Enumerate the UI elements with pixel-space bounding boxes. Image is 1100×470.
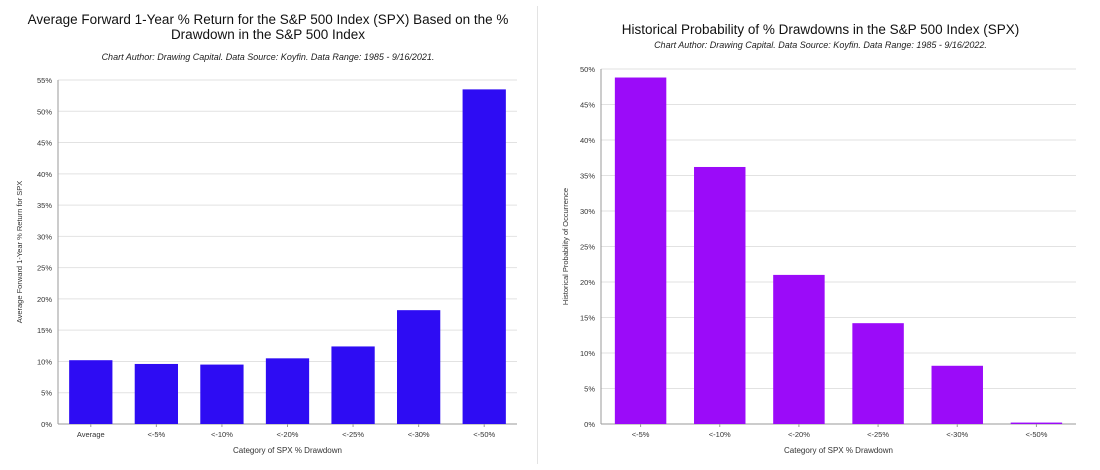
- y-tick-label: 20%: [580, 278, 595, 287]
- bar: [462, 89, 506, 424]
- y-tick-label: 5%: [584, 385, 595, 394]
- y-tick-label: 10%: [37, 357, 52, 366]
- chart-panel-right: Historical Probability of % Drawdowns in…: [541, 0, 1100, 470]
- chart-title: Historical Probability of % Drawdowns in…: [541, 22, 1100, 37]
- chart-plot-left: 0% 5% 10% 15% 20% 25% 30% 35% 40% 45% 50% 55% Averag…: [15, 76, 517, 455]
- bar: [69, 360, 113, 424]
- bar: [931, 365, 983, 424]
- x-axis-label: Category of SPX % Drawdown: [784, 446, 893, 455]
- y-tick-label: 15%: [580, 314, 595, 323]
- y-tick-label: 40%: [37, 170, 52, 179]
- chart-subtitle: Chart Author: Drawing Capital. Data Sour…: [101, 52, 435, 62]
- bar: [1010, 422, 1063, 424]
- y-tick-label: 35%: [580, 172, 595, 181]
- y-tick-label: 35%: [37, 201, 52, 210]
- y-tick-label: 40%: [580, 136, 595, 145]
- x-tick-label: <-50%: [1025, 430, 1047, 439]
- x-tick-label: <-30%: [408, 430, 430, 439]
- y-tick-label: 25%: [37, 264, 52, 273]
- bar: [331, 346, 375, 424]
- y-tick-label: 20%: [37, 295, 52, 304]
- x-tick-label: <-10%: [709, 430, 731, 439]
- y-tick-label: 30%: [580, 207, 595, 216]
- bar: [773, 274, 825, 424]
- y-axis-label: Average Forward 1-Year % Return for SPX: [15, 181, 24, 324]
- y-tick-label: 45%: [37, 139, 52, 148]
- y-tick-label: 50%: [580, 65, 595, 74]
- x-tick-label: <-25%: [867, 430, 889, 439]
- y-tick-label: 10%: [580, 349, 595, 358]
- x-tick-label: Average: [77, 430, 105, 439]
- y-tick-label: 0%: [584, 420, 595, 429]
- chart-subtitle: Chart Author: Drawing Capital. Data Sour…: [654, 40, 987, 50]
- x-tick-label: <-30%: [946, 430, 968, 439]
- chart-title-line-1: Historical Probability of % Drawdowns in…: [621, 22, 1020, 37]
- x-tick-label: <-50%: [473, 430, 495, 439]
- x-tick-label: <-10%: [211, 430, 233, 439]
- bar: [200, 364, 244, 424]
- y-tick-label: 0%: [41, 420, 52, 429]
- y-tick-label: 25%: [580, 243, 595, 252]
- y-tick-label: 5%: [41, 389, 52, 398]
- y-tick-label: 50%: [37, 107, 52, 116]
- bar: [694, 166, 746, 425]
- x-tick-label: <-25%: [342, 430, 364, 439]
- y-axis-label: Historical Probability of Occurrence: [561, 188, 570, 305]
- y-tick-label: 15%: [37, 326, 52, 335]
- chart-title-line-2: Drawdown in the S&P 500 Index: [170, 27, 366, 42]
- panel-divider: [537, 6, 538, 464]
- chart-title: Average Forward 1-Year % Return for the …: [0, 12, 536, 42]
- x-tick-label: <-5%: [632, 430, 650, 439]
- x-tick-label: <-20%: [788, 430, 810, 439]
- y-tick-label: 30%: [37, 232, 52, 241]
- chart-title-line-1: Average Forward 1-Year % Return for the …: [27, 12, 509, 27]
- bar: [614, 77, 667, 425]
- bar: [397, 310, 441, 424]
- bar: [265, 358, 310, 424]
- y-tick-label: 55%: [37, 76, 52, 85]
- y-tick-label: 45%: [580, 101, 595, 110]
- x-tick-label: <-5%: [147, 430, 165, 439]
- chart-plot-right: 0% 5% 10% 15% 20% 25% 30% 35% 40% 45% 50% <-5% <-10%…: [561, 65, 1076, 455]
- bar: [134, 363, 178, 424]
- chart-panel-left: Average Forward 1-Year % Return for the …: [0, 0, 536, 470]
- x-tick-label: <-20%: [277, 430, 299, 439]
- x-axis-label: Category of SPX % Drawdown: [233, 446, 342, 455]
- bar: [852, 323, 904, 424]
